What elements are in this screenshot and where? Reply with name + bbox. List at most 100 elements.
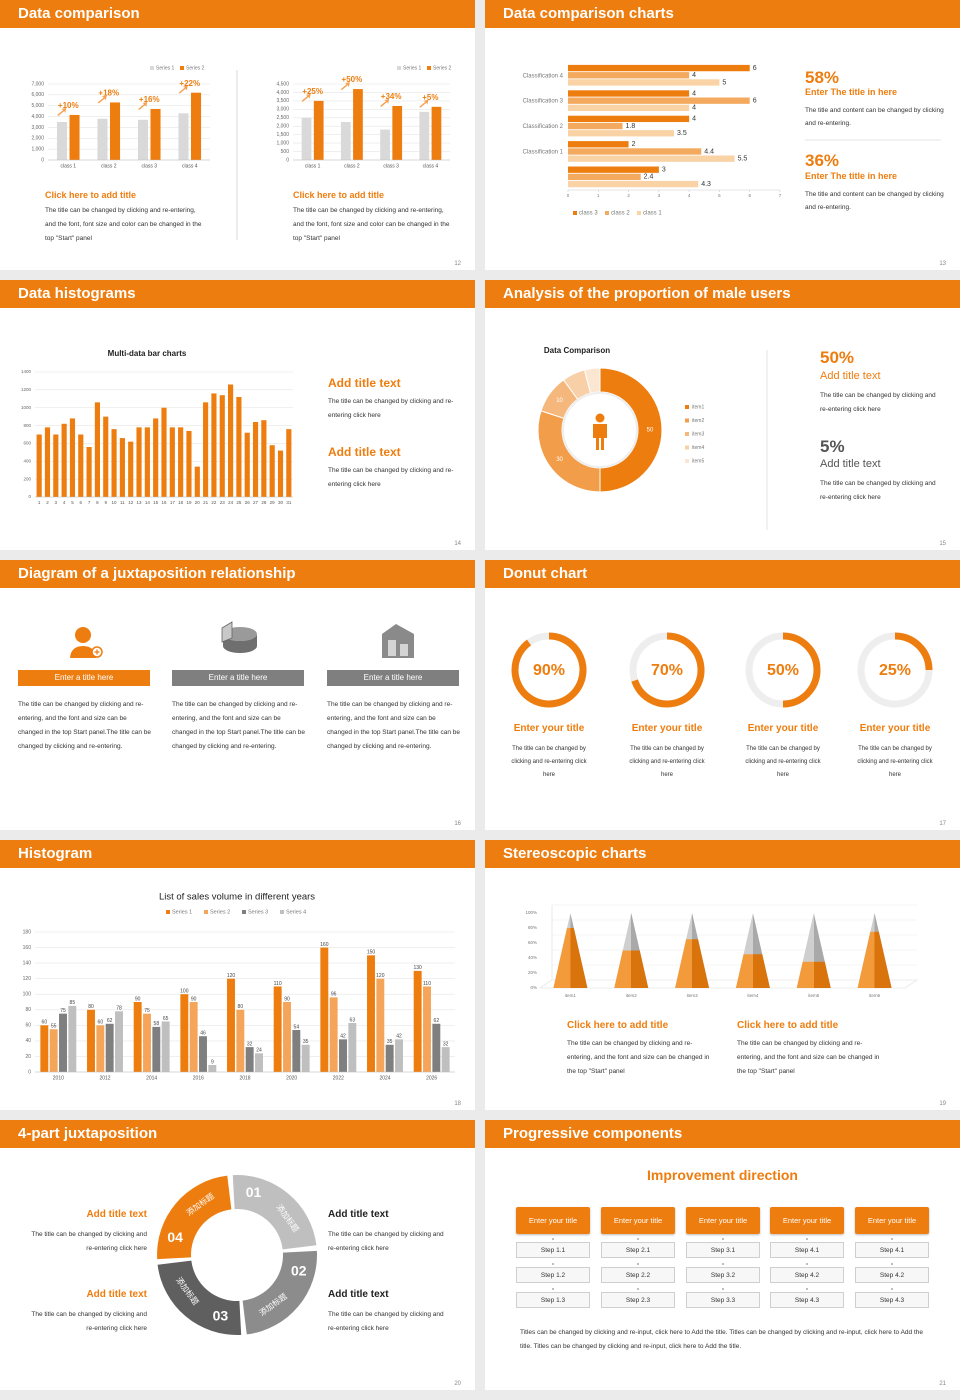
connector-dot [722,1288,724,1290]
bar [568,130,674,137]
caption-text: The title can be changed by clicking and… [629,746,705,778]
bar [432,1023,441,1072]
icon-plus-sign [94,649,100,655]
bar [419,111,430,160]
bar [128,441,134,497]
caption-text: The title can be changed by clicking and… [293,207,450,242]
ring-label: 50% [767,662,799,679]
category-label: Classification 3 [523,99,564,105]
value-label: 120 [227,973,236,979]
caption-text: The title can be changed by clicking and… [745,746,821,778]
slide: Data comparison 12 0 1,000 2,000 3,000 4,000 5,… [0,0,475,270]
stat-heading: Add title text [820,458,881,470]
legend-swatch [427,66,431,70]
bar [367,955,375,1072]
bar [61,423,67,497]
value-label: 35 [303,1039,309,1045]
x-tick-label: 16 [161,500,167,505]
category-label: Classification 2 [523,124,564,130]
column-title: Enter your title [770,1207,844,1234]
bar [568,79,720,86]
value-label: 55 [51,1024,57,1030]
slice-label: 30 [556,457,563,463]
bar [143,1013,151,1072]
value-label: 3.5 [677,130,687,137]
bar [245,1047,254,1072]
x-tick-label: 2 [627,193,630,198]
slide-art: Data Comparison 50 item1 30 item2 10 item3 item… [537,346,768,530]
slide-title: Data comparison charts [485,0,960,28]
value-label: 85 [70,1000,76,1006]
bar [119,438,125,497]
bar [423,986,431,1072]
bar [199,1036,207,1072]
caption-text: The title can be changed by clicking and… [328,1311,444,1332]
connector-dot [722,1238,724,1240]
bar [301,1044,310,1072]
annotation: +34% [381,92,402,101]
x-tick-label: 7 [779,193,782,198]
caption-text: The title can be changed by clicking and… [31,1231,147,1252]
step: Step 4.1 [770,1242,844,1258]
icon-house-window [388,640,408,656]
bar [96,1025,105,1072]
ring-arc [511,632,587,708]
value-label: 130 [413,965,422,971]
caption-heading: Add title text [86,1209,147,1220]
stat-value: 58% [805,68,840,87]
legend-swatch [204,910,208,914]
annotation: +16% [139,95,160,104]
value-label: 90 [191,996,197,1002]
bar [568,64,750,72]
x-tick-label: 11 [120,500,125,505]
cone-fill [553,928,588,988]
bar [283,1002,291,1072]
y-tick-label: 5,000 [31,103,44,109]
bar [137,119,148,160]
bar [320,947,329,1072]
bar [68,1005,77,1072]
x-tick-label: class 3 [141,163,157,169]
slide: Progressive components 21 Improvement dire… [485,1120,960,1390]
y-tick-label: 0 [28,1069,31,1075]
connector-dot [891,1238,893,1240]
ring-label: 70% [651,662,683,679]
bar [94,402,100,497]
x-tick-label: 4 [688,193,691,198]
x-tick-label: 12 [128,500,134,505]
value-label: 6 [753,65,757,72]
caption-heading: Click here to add title [45,190,137,200]
column-title: Enter your title [855,1207,929,1234]
slide-art: 0% 20% 40% 60% 80% 100% item1 item2 item3 item4 it… [525,904,918,998]
y-tick-label: 160 [23,945,32,951]
value-label: 63 [350,1017,356,1023]
annotation-arrow [380,98,390,107]
caption-text: The title can be changed by clicking and… [328,398,454,419]
x-tick-label: item1 [565,993,577,998]
y-tick-label: 1400 [21,369,32,374]
bar [376,978,385,1072]
caption-heading: Click here to add title [567,1020,669,1031]
y-tick-label: 80 [25,1007,31,1013]
value-label: 42 [340,1034,346,1040]
y-tick-label: 2,000 [31,136,44,142]
icon-disc-side [223,634,257,653]
slide: 4-part juxtaposition 20 01 添加标题 02 添加标题 03 添加标题… [0,1120,475,1390]
legend-label: item2 [692,418,704,424]
y-tick-label: 40% [528,955,537,960]
column-heading: Enter a title here [172,670,304,686]
x-tick-label: 18 [178,500,184,505]
bar [189,1002,198,1072]
ring-segment [157,1175,232,1260]
bar [194,466,200,497]
caption-heading: Add title text [328,445,401,459]
legend-swatch [242,910,246,914]
bar [178,113,189,160]
cone-fill [735,954,770,988]
page-number: 19 [939,1101,946,1107]
bar [87,1009,95,1072]
annotation: +25% [302,87,323,96]
bar [69,418,76,497]
bar [252,422,259,497]
connector-dot [637,1263,639,1265]
